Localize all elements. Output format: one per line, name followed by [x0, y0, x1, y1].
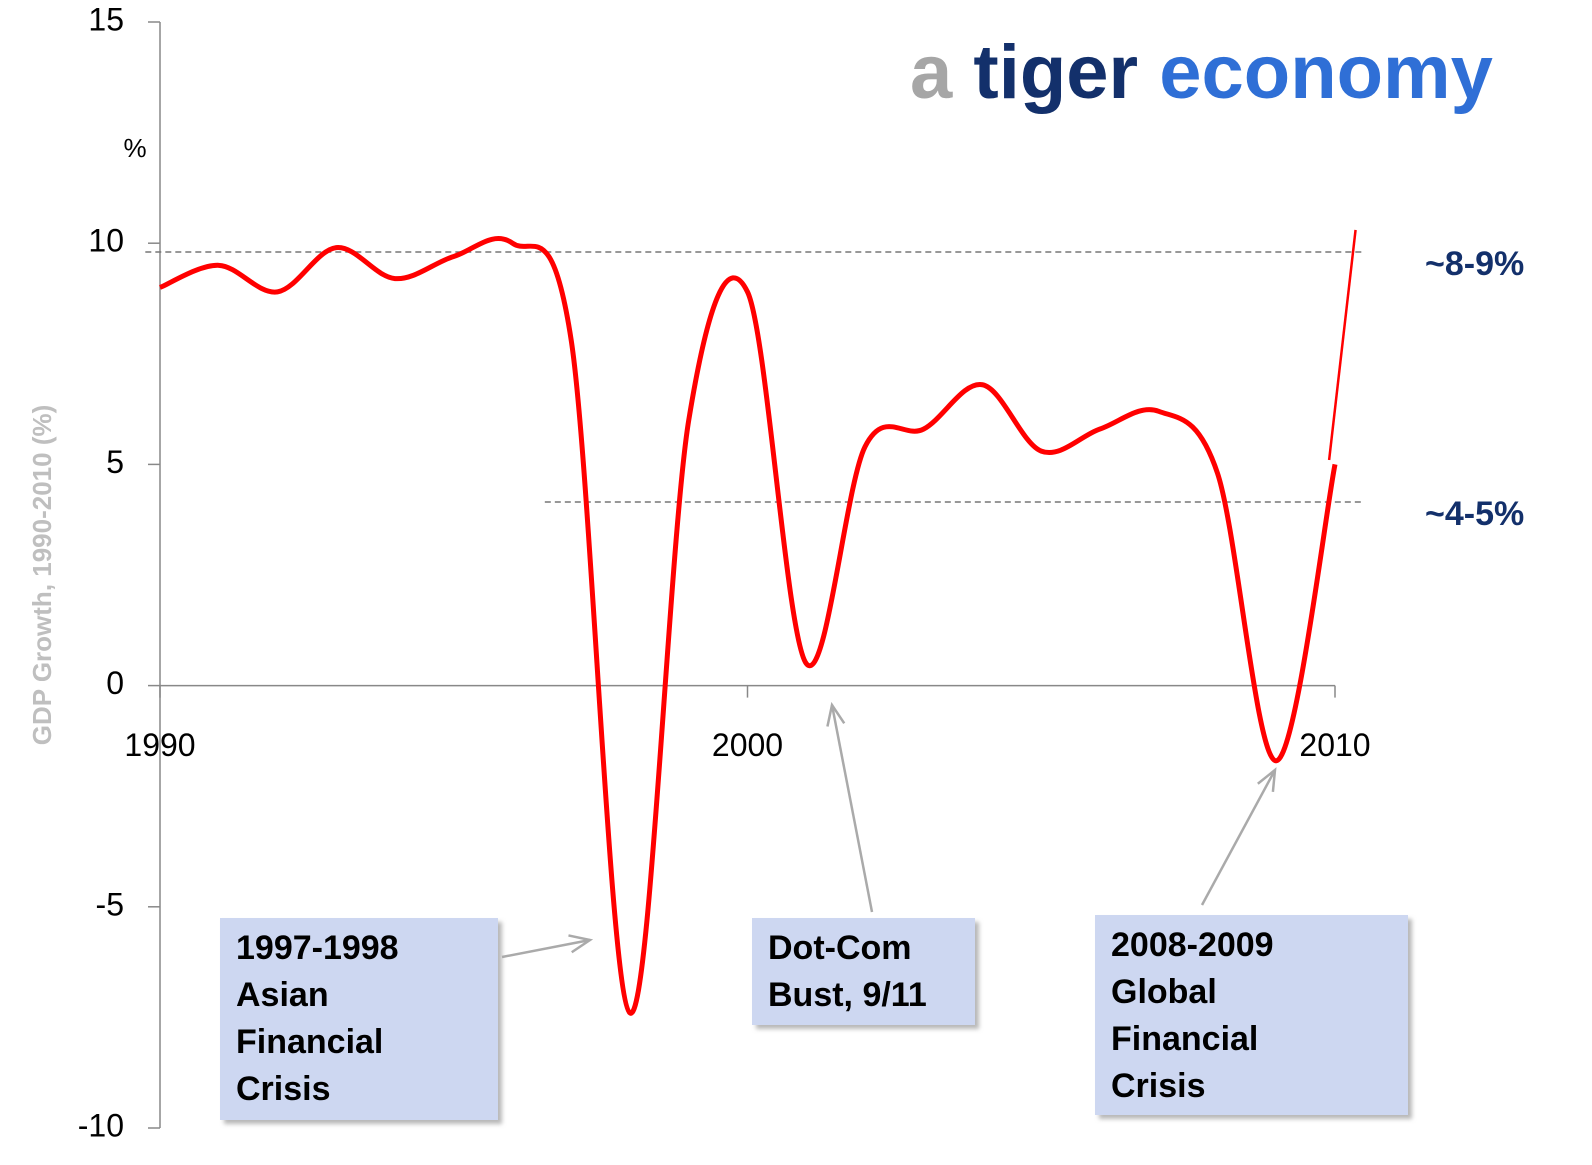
y-tick-label: -5 [96, 886, 124, 922]
annotation-text: Dot-Com [768, 929, 912, 967]
arrow-head [826, 701, 846, 727]
annotation-box [752, 918, 975, 1025]
data-line [1327, 229, 1357, 461]
annotation-text: 2008-2009 [1111, 926, 1274, 964]
annotation-text: Global [1111, 973, 1217, 1011]
data-line [159, 236, 1338, 1016]
arrow-head [1257, 767, 1277, 793]
annotation-arrow [1200, 769, 1277, 906]
x-tick-label: 1990 [124, 727, 195, 763]
reference-label: ~4-5% [1425, 495, 1524, 533]
y-tick-label: 15 [88, 1, 124, 37]
annotation-text: Crisis [1111, 1067, 1206, 1105]
annotation-text: Asian [236, 976, 329, 1014]
annotation-text: Crisis [236, 1070, 331, 1108]
reference-label: ~8-9% [1425, 245, 1524, 283]
y-tick-label: -10 [78, 1107, 124, 1143]
y-axis-label: GDP Growth, 1990-2010 (%) [27, 405, 57, 746]
x-tick-label: 2010 [1299, 727, 1370, 763]
title-word: tiger [973, 30, 1138, 115]
title-word: economy [1159, 30, 1493, 115]
arrow-head [568, 934, 594, 954]
y-tick-label: 0 [106, 665, 124, 701]
chart-title: a tiger economy [910, 30, 1493, 115]
unit-label: % [123, 133, 146, 163]
annotation-text: 1997-1998 [236, 929, 399, 967]
title-word: a [910, 30, 953, 115]
annotation-text: Bust, 9/11 [768, 976, 927, 1014]
annotation-box [220, 918, 498, 1120]
y-tick-label: 10 [88, 223, 124, 259]
annotation-box [1095, 915, 1408, 1115]
annotation-arrow [830, 704, 874, 913]
x-tick-label: 2000 [712, 727, 783, 763]
y-tick-label: 5 [106, 444, 124, 480]
annotation-text: Financial [236, 1023, 383, 1061]
annotation-text: Financial [1111, 1020, 1258, 1058]
annotation-arrow [501, 938, 591, 959]
